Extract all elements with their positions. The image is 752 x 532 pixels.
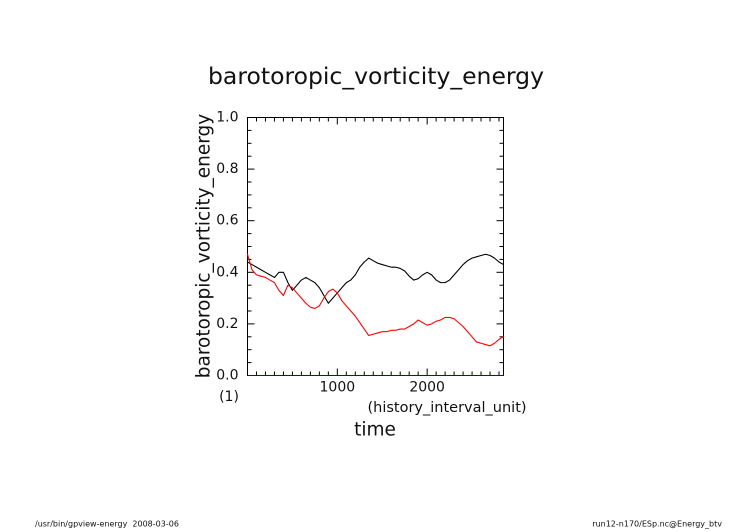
y-tick-label: 0.2 — [216, 316, 238, 332]
tick-labels: 0.0 0.2 0.4 0.6 0.8 1.0 1000 2000 — [216, 110, 445, 396]
chart-title: barotoropic_vorticity_energy — [208, 62, 544, 90]
axis-ticks — [247, 117, 504, 376]
y-axis-unit: (1) — [219, 389, 239, 405]
x-axis-label: time — [354, 420, 396, 441]
x-tick-label: 2000 — [409, 380, 445, 396]
footer-right: run12-n170/ESp.nc@Energy_btv — [592, 520, 722, 529]
y-tick-label: 0.4 — [216, 264, 238, 280]
series-line-2 — [246, 253, 505, 347]
x-axis-unit: (history_interval_unit) — [367, 400, 526, 416]
y-tick-label: 0.6 — [216, 213, 238, 229]
footer-left: /usr/bin/gpview-energy 2008-03-06 — [35, 520, 179, 529]
series-group — [246, 253, 505, 377]
x-tick-label: 1000 — [320, 380, 356, 396]
y-tick-label: 0.0 — [216, 368, 238, 384]
y-axis-label: barotoropic_vorticity_energy — [194, 114, 215, 379]
y-tick-label: 0.8 — [216, 161, 238, 177]
y-tick-label: 1.0 — [216, 110, 238, 126]
